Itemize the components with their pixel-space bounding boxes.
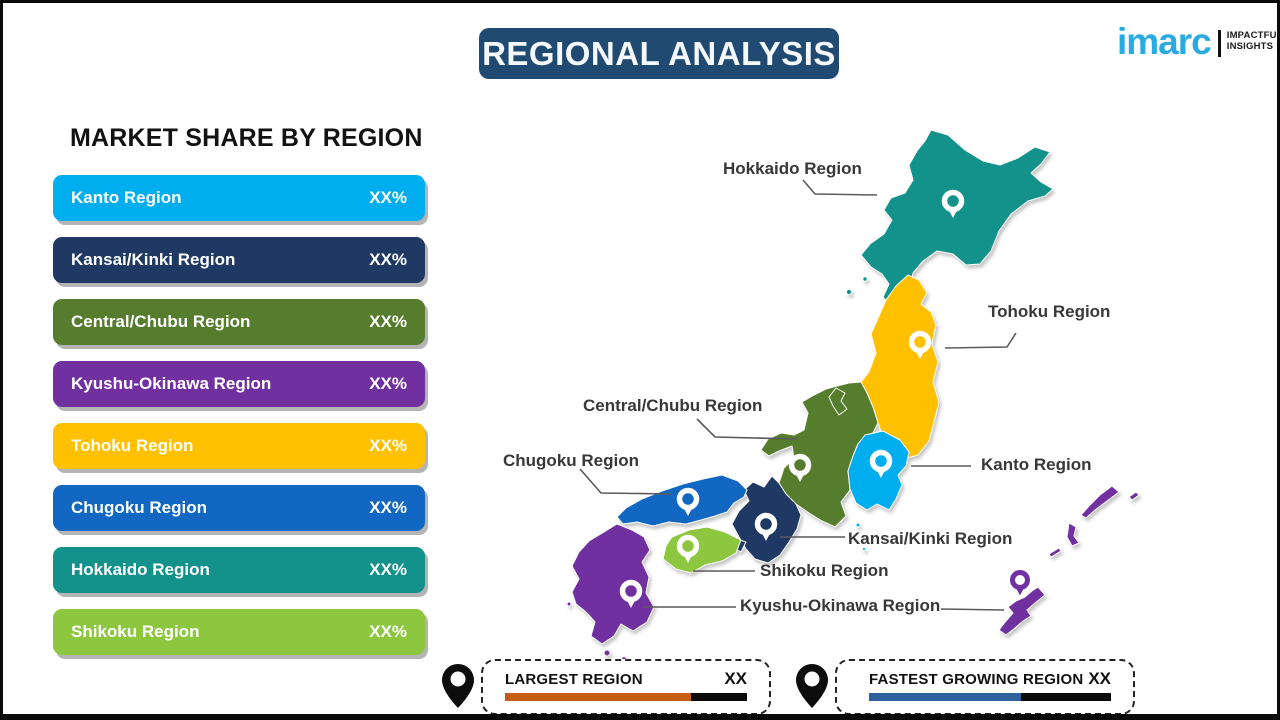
share-bar-label: Shikoku Region [71, 622, 200, 641]
region-tohoku [860, 274, 940, 460]
islet-hokkaido-1 [862, 276, 868, 282]
page-title: REGIONAL ANALYSIS [482, 34, 836, 72]
fastest-region-bar-accent [869, 693, 1022, 701]
islet-kyushu-3 [566, 601, 572, 607]
share-bar-label: Kyushu-Okinawa Region [71, 374, 272, 393]
fastest-region-bar [869, 693, 1111, 701]
share-bar-label: Kansai/Kinki Region [71, 250, 236, 269]
share-bar-kansai: Kansai/Kinki Region XX% [53, 237, 425, 283]
share-bar-label: Tohoku Region [71, 436, 194, 455]
map-label-chugoku: Chugoku Region [503, 451, 639, 470]
islet-kyushu-1 [603, 649, 611, 657]
region-kanto [847, 430, 910, 511]
share-bar-label: Kanto Region [71, 188, 182, 207]
fastest-region-bar-dark [1021, 693, 1111, 701]
map-pin-kansai-icon [754, 512, 778, 541]
largest-region-bar-accent [505, 693, 692, 701]
share-bar-kanto: Kanto Region XX% [53, 175, 425, 221]
region-shikoku [662, 526, 742, 574]
logo-tagline-line2: INSIGHTS [1226, 41, 1274, 53]
share-bar-label: Hokkaido Region [71, 560, 210, 579]
islet-okinawa-1 [1128, 491, 1140, 501]
map-pin-chubu-icon [788, 453, 812, 482]
share-bar-value: XX% [369, 188, 407, 207]
leader-hokkaido [802, 179, 878, 196]
island-awaji [732, 538, 747, 553]
map-label-tohoku: Tohoku Region [988, 302, 1111, 321]
share-bar-value: XX% [369, 312, 407, 331]
region-chugoku [616, 474, 748, 527]
region-kyushu [571, 523, 655, 645]
share-bar-hokkaido: Hokkaido Region XX% [53, 547, 425, 593]
map-label-kanto: Kanto Region [981, 455, 1092, 474]
share-bar-chubu: Central/Chubu Region XX% [53, 299, 425, 345]
share-bar-value: XX% [369, 622, 407, 641]
logo-divider [1217, 30, 1221, 57]
fastest-region-label: FASTEST GROWING REGION [869, 670, 1084, 688]
imarc-logo: imarc IMPACTFUL INSIGHTS [1117, 21, 1280, 62]
map-label-kansai: Kansai/Kinki Region [848, 529, 1013, 548]
logo-tagline-line1: IMPACTFUL [1226, 30, 1280, 41]
share-bar-chugoku: Chugoku Region XX% [53, 485, 425, 531]
largest-region-bar-dark [691, 693, 747, 701]
share-bar-value: XX% [369, 250, 407, 269]
leader-tohoku [944, 332, 1017, 349]
market-share-list: Kanto Region XX% Kansai/Kinki Region XX%… [53, 175, 425, 671]
islet-okinawa-3 [1048, 547, 1062, 558]
island-okinawa-main [998, 586, 1046, 636]
largest-region-value: XX [724, 669, 747, 688]
largest-region-pin-icon [442, 664, 474, 708]
map-pin-okinawa-icon [1010, 570, 1030, 596]
island-amami [1080, 485, 1120, 519]
leader-chugoku [579, 468, 673, 495]
region-chubu [760, 381, 879, 528]
map-pin-kyushu-icon [619, 579, 643, 608]
islet-hokkaido-2 [845, 288, 853, 296]
map-pin-hokkaido-icon [941, 189, 965, 218]
map-pin-shikoku-icon [676, 534, 700, 563]
map-pin-kanto-icon [869, 449, 893, 478]
map-label-kyushu: Kyushu-Okinawa Region [740, 596, 941, 615]
fastest-region-legend: FASTEST GROWING REGION XX [835, 659, 1135, 714]
islet-izu-1 [855, 522, 861, 528]
fastest-region-value: XX [1088, 669, 1111, 688]
page-title-banner: REGIONAL ANALYSIS [479, 28, 839, 79]
logo-tagline: IMPACTFUL INSIGHTS [1226, 30, 1280, 53]
leader-chubu [696, 418, 798, 440]
map-pin-chugoku-icon [676, 487, 700, 516]
region-kansai [731, 475, 802, 564]
islet-okinawa-2 [1066, 522, 1080, 547]
share-bar-value: XX% [369, 374, 407, 393]
island-sado [828, 387, 848, 416]
map-label-shikoku: Shikoku Region [760, 561, 889, 580]
largest-region-legend: LARGEST REGION XX [481, 659, 771, 714]
share-bar-shikoku: Shikoku Region XX% [53, 609, 425, 655]
map-pin-tohoku-icon [908, 330, 932, 359]
share-bar-kyushu: Kyushu-Okinawa Region XX% [53, 361, 425, 407]
market-share-heading: MARKET SHARE BY REGION [70, 124, 423, 152]
region-hokkaido [860, 129, 1054, 306]
share-bar-value: XX% [369, 436, 407, 455]
imarc-wordmark: imarc [1117, 21, 1212, 62]
share-bar-label: Central/Chubu Region [71, 312, 251, 331]
largest-region-bar [505, 693, 747, 701]
map-label-hokkaido: Hokkaido Region [723, 159, 862, 178]
share-bar-value: XX% [369, 498, 407, 517]
largest-region-label: LARGEST REGION [505, 670, 643, 688]
share-bar-value: XX% [369, 560, 407, 579]
fastest-region-pin-icon [796, 664, 828, 708]
map-label-chubu: Central/Chubu Region [583, 396, 763, 415]
share-bar-tohoku: Tohoku Region XX% [53, 423, 425, 469]
leader-kyushu-right [940, 608, 1005, 611]
share-bar-label: Chugoku Region [71, 498, 207, 517]
